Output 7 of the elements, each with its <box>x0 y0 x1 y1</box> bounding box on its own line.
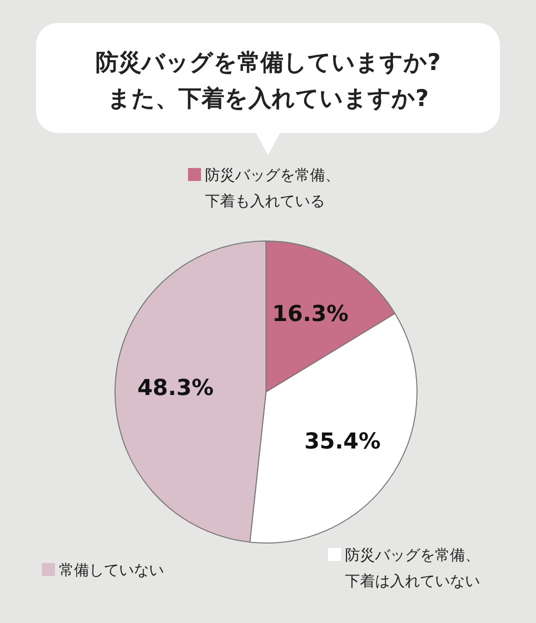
legend-label: 防災バッグを常備、下着は入れていない <box>345 546 480 590</box>
legend-label: 常備していない <box>59 561 164 579</box>
data-label: 48.3% <box>137 376 214 402</box>
data-label: 16.3% <box>272 302 349 328</box>
legend-label: 防災バッグを常備、下着も入れている <box>205 166 340 210</box>
data-label: 35.4% <box>304 430 381 455</box>
chart-title: 防災バッグを常備していますか? また、下着を入れていますか? <box>95 50 441 112</box>
